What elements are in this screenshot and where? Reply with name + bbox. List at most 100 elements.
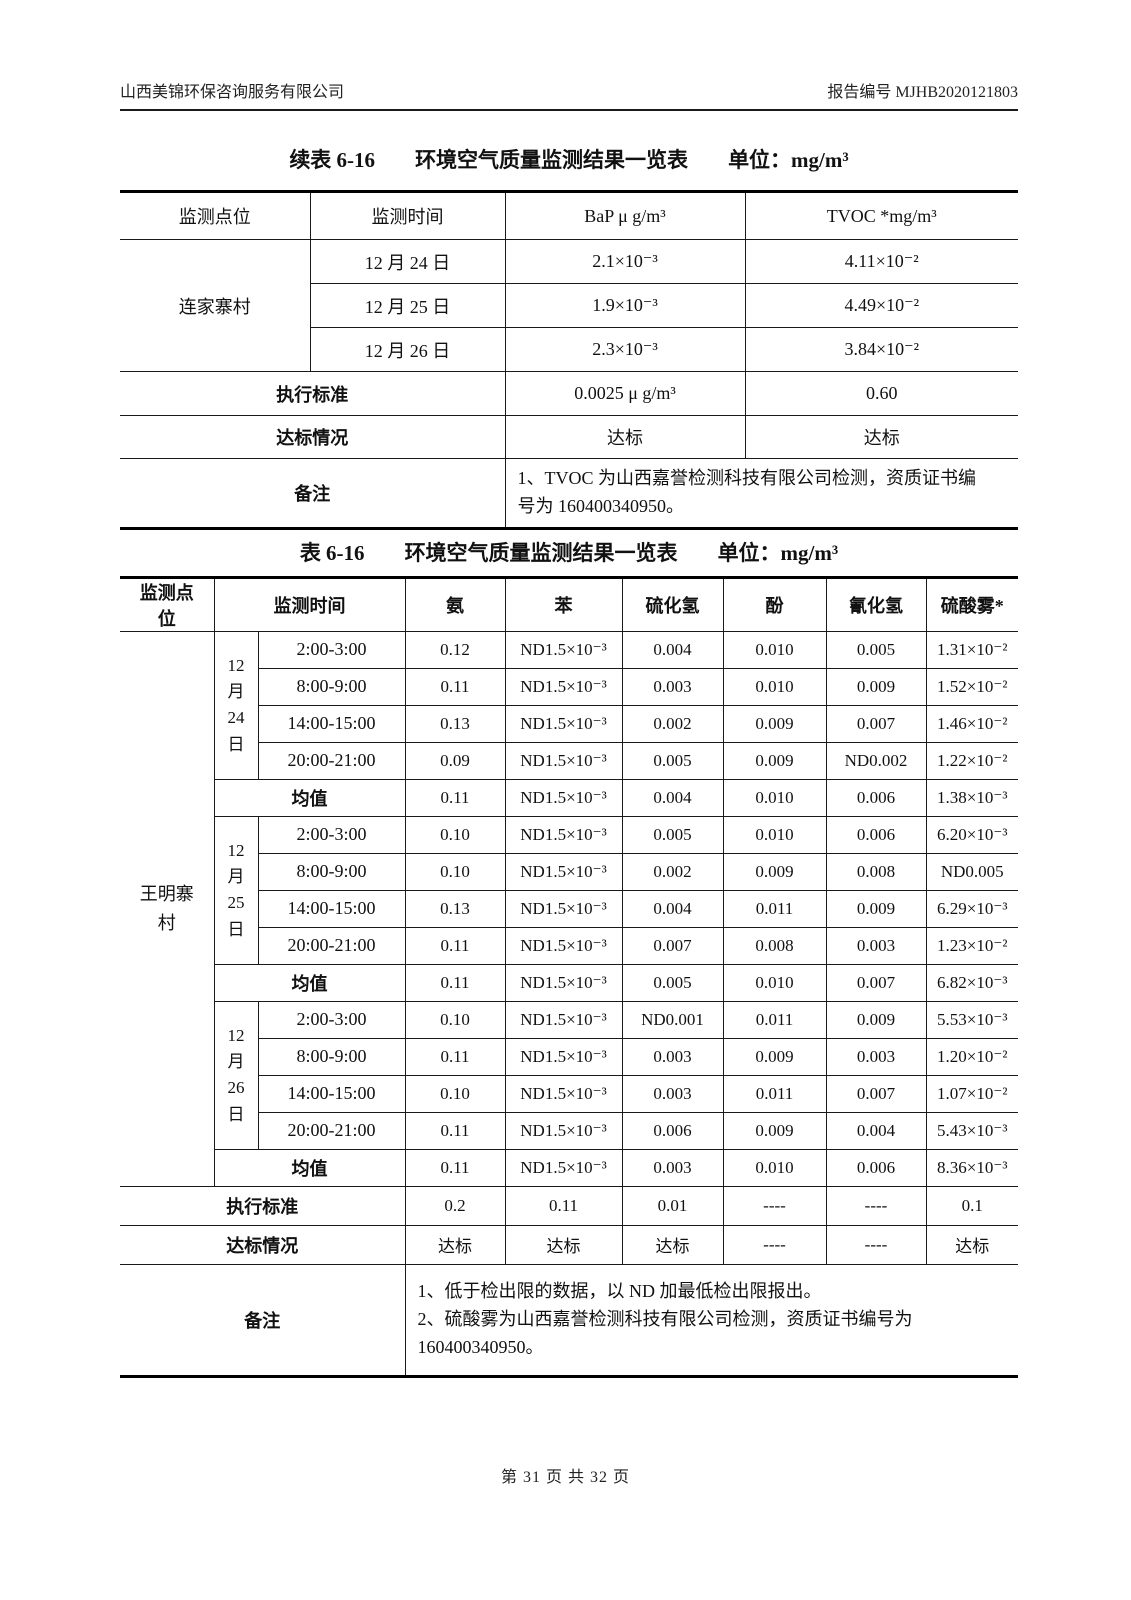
header-cell-hcn: 氰化氢	[825, 576, 927, 632]
value-cell: ND1.5×10⁻³	[504, 815, 623, 854]
value-cell: 0.003	[621, 1037, 724, 1076]
value-cell: 达标	[621, 1224, 724, 1265]
value-cell: 6.29×10⁻³	[925, 889, 1018, 928]
value-cell: 达标	[504, 415, 746, 459]
value-cell: 0.004	[621, 778, 724, 817]
note-label: 备注	[120, 1263, 406, 1377]
table2-title: 表 6-16 环境空气质量监测结果一览表 单位：mg/m³	[120, 537, 1018, 567]
doc-header: 山西美锦环保咨询服务有限公司 报告编号 MJHB2020121803	[120, 0, 1018, 111]
header-cell-time: 监测时间	[213, 576, 406, 632]
value-cell: 0.004	[621, 889, 724, 928]
value-cell: 2.1×10⁻³	[504, 239, 746, 284]
value-cell: 0.11	[404, 1037, 506, 1076]
header-cell-bap: BaP μ g/m³	[504, 191, 746, 240]
date-cell: 12 月 24 日	[213, 630, 259, 780]
time-cell: 8:00-9:00	[257, 667, 406, 706]
value-cell: 0.0025 μ g/m³	[504, 371, 746, 416]
table2-mean-row: 均值 0.11 ND1.5×10⁻³ 0.005 0.010 0.007 6.8…	[120, 963, 1018, 1002]
mean-label: 均值	[213, 963, 406, 1002]
value-cell: 0.10	[404, 852, 506, 891]
compliance-label: 达标情况	[120, 415, 506, 459]
table2-title-text: 环境空气质量监测结果一览表	[404, 540, 678, 565]
header-cell-benzene: 苯	[504, 576, 623, 632]
value-cell: 0.003	[825, 926, 927, 965]
header-cell-phenol: 酚	[722, 576, 827, 632]
header-cell-time: 监测时间	[309, 191, 506, 240]
value-cell: 0.11	[404, 926, 506, 965]
value-cell: ND1.5×10⁻³	[504, 963, 623, 1002]
mean-label: 均值	[213, 778, 406, 817]
value-cell: 0.010	[722, 815, 827, 854]
standard-label: 执行标准	[120, 371, 506, 416]
value-cell: 0.008	[722, 926, 827, 965]
note-cell: 1、低于检出限的数据，以 ND 加最低检出限报出。 2、硫酸雾为山西嘉誉检测科技…	[404, 1263, 1018, 1377]
value-cell: 0.009	[722, 741, 827, 780]
value-cell: 0.011	[722, 1074, 827, 1113]
value-cell: 0.010	[722, 778, 827, 817]
table2-data-row: 14:00-15:00 0.10 ND1.5×10⁻³ 0.003 0.011 …	[120, 1074, 1018, 1113]
time-cell: 2:00-3:00	[257, 630, 406, 669]
value-cell: 1.22×10⁻²	[925, 741, 1018, 780]
value-cell: 0.011	[722, 1000, 827, 1039]
table2-mean-row: 均值 0.11 ND1.5×10⁻³ 0.004 0.010 0.006 1.3…	[120, 778, 1018, 817]
value-cell: 5.43×10⁻³	[925, 1111, 1018, 1150]
table2-data-row: 12 月 25 日 2:00-3:00 0.10 ND1.5×10⁻³ 0.00…	[120, 815, 1018, 965]
value-cell: ----	[722, 1185, 827, 1226]
value-cell: 0.10	[404, 815, 506, 854]
value-cell: ND1.5×10⁻³	[504, 630, 623, 669]
value-cell: ND1.5×10⁻³	[504, 1148, 623, 1187]
value-cell: 0.009	[825, 889, 927, 928]
value-cell: ----	[825, 1185, 927, 1226]
value-cell: 0.007	[825, 963, 927, 1002]
value-cell: 0.005	[621, 815, 724, 854]
header-cell-site: 监测点 位	[120, 576, 215, 632]
value-cell: 2.3×10⁻³	[504, 327, 746, 372]
value-cell: 1.23×10⁻²	[925, 926, 1018, 965]
value-cell: ----	[722, 1224, 827, 1265]
value-cell: 0.11	[404, 1111, 506, 1150]
value-cell: 4.11×10⁻²	[744, 239, 1018, 284]
table2-standard-row: 执行标准 0.2 0.11 0.01 ---- ---- 0.1	[120, 1185, 1018, 1226]
report-number: 报告编号 MJHB2020121803	[827, 84, 1018, 101]
value-cell: ND1.5×10⁻³	[504, 704, 623, 743]
value-cell: ND1.5×10⁻³	[504, 926, 623, 965]
site-cell: 王明寨 村	[120, 630, 215, 1187]
value-cell: 1.20×10⁻²	[925, 1037, 1018, 1076]
table2-data-row: 14:00-15:00 0.13 ND1.5×10⁻³ 0.002 0.009 …	[120, 704, 1018, 743]
value-cell: 4.49×10⁻²	[744, 283, 1018, 328]
table1-standard-row: 执行标准 0.0025 μ g/m³ 0.60	[120, 371, 1018, 416]
table2-header-row: 监测点 位 监测时间 氨 苯 硫化氢 酚 氰化氢 硫酸雾*	[120, 576, 1018, 632]
value-cell: 0.11	[404, 667, 506, 706]
table1-title: 续表 6-16 环境空气质量监测结果一览表 单位：mg/m³	[120, 144, 1018, 174]
header-cell-site: 监测点位	[120, 191, 311, 240]
value-cell: 0.010	[722, 963, 827, 1002]
table2-data-row: 王明寨 村 12 月 24 日 2:00-3:00 0.12 ND1.5×10⁻…	[120, 630, 1018, 1187]
value-cell: 0.1	[925, 1185, 1018, 1226]
value-cell: 1.31×10⁻²	[925, 630, 1018, 669]
header-cell-sulfuric-mist: 硫酸雾*	[925, 576, 1018, 632]
value-cell: 0.002	[621, 852, 724, 891]
value-cell: 0.006	[825, 1148, 927, 1187]
value-cell: 0.007	[825, 1074, 927, 1113]
value-cell: 5.53×10⁻³	[925, 1000, 1018, 1039]
table1-unit-label: 单位：mg/m³	[728, 148, 849, 172]
value-cell: 0.009	[722, 704, 827, 743]
table2-title-prefix: 表 6-16	[299, 540, 365, 565]
header-cell-ammonia: 氨	[404, 576, 506, 632]
value-cell: ND0.001	[621, 1000, 724, 1039]
value-cell: 达标	[404, 1224, 506, 1265]
value-cell: 3.84×10⁻²	[744, 327, 1018, 372]
time-cell: 8:00-9:00	[257, 852, 406, 891]
table2-data-row: 8:00-9:00 0.11 ND1.5×10⁻³ 0.003 0.009 0.…	[120, 1037, 1018, 1076]
value-cell: 0.005	[621, 963, 724, 1002]
value-cell: 0.2	[404, 1185, 506, 1226]
table2-note-row: 备注 1、低于检出限的数据，以 ND 加最低检出限报出。 2、硫酸雾为山西嘉誉检…	[120, 1263, 1018, 1377]
value-cell: 0.010	[722, 667, 827, 706]
page-content: 山西美锦环保咨询服务有限公司 报告编号 MJHB2020121803 续表 6-…	[120, 0, 1018, 1378]
time-cell: 20:00-21:00	[257, 926, 406, 965]
value-cell: ND1.5×10⁻³	[504, 889, 623, 928]
time-cell: 14:00-15:00	[257, 1074, 406, 1113]
value-cell: ND1.5×10⁻³	[504, 1074, 623, 1113]
value-cell: 达标	[744, 415, 1018, 459]
value-cell: 0.006	[825, 815, 927, 854]
